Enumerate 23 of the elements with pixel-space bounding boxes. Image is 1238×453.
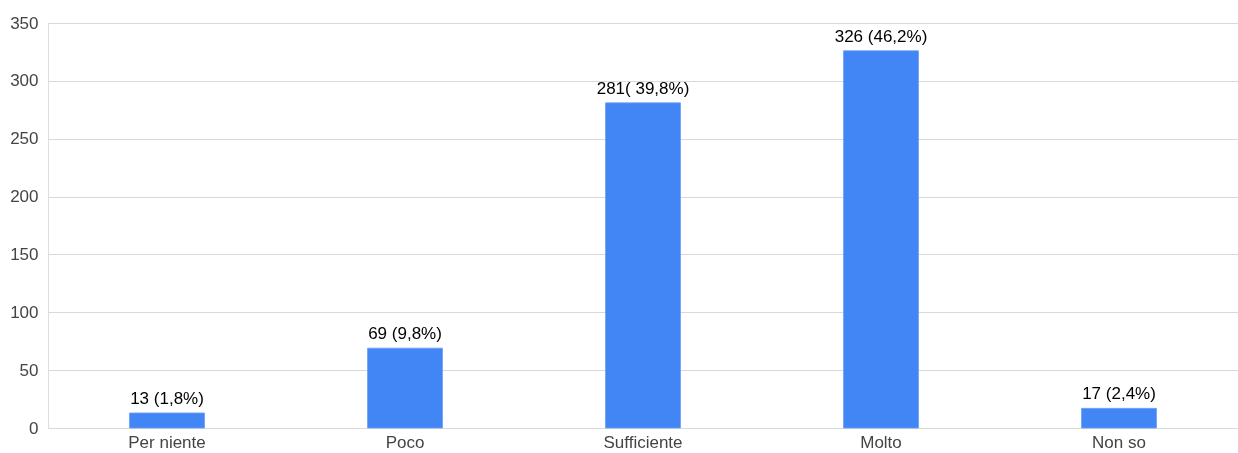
y-tick-label: 0 xyxy=(29,418,39,438)
x-tick-label: Per niente xyxy=(128,432,206,452)
data-label: 17 (2,4%) xyxy=(1082,384,1156,404)
data-label: 69 (9,8%) xyxy=(368,324,442,344)
bar xyxy=(843,50,919,429)
y-tick-label: 200 xyxy=(10,187,39,207)
data-label: 281( 39,8%) xyxy=(596,78,690,98)
y-tick-label: 350 xyxy=(10,13,39,33)
bar xyxy=(129,412,205,429)
bar xyxy=(367,347,443,429)
bar xyxy=(605,102,681,429)
x-tick-label: Non so xyxy=(1092,432,1146,452)
x-tick-label: Molto xyxy=(860,432,902,452)
x-tick-label: Sufficiente xyxy=(603,432,683,452)
x-tick-label: Poco xyxy=(385,432,425,452)
data-label: 326 (46,2%) xyxy=(834,26,928,46)
data-label: 13 (1,8%) xyxy=(130,388,204,408)
y-tick-label: 250 xyxy=(10,129,39,149)
y-tick-label: 300 xyxy=(10,71,39,91)
bar xyxy=(1081,407,1157,429)
y-tick-label: 150 xyxy=(10,244,39,264)
y-tick-label: 50 xyxy=(19,360,39,380)
y-tick-label: 100 xyxy=(10,302,39,322)
